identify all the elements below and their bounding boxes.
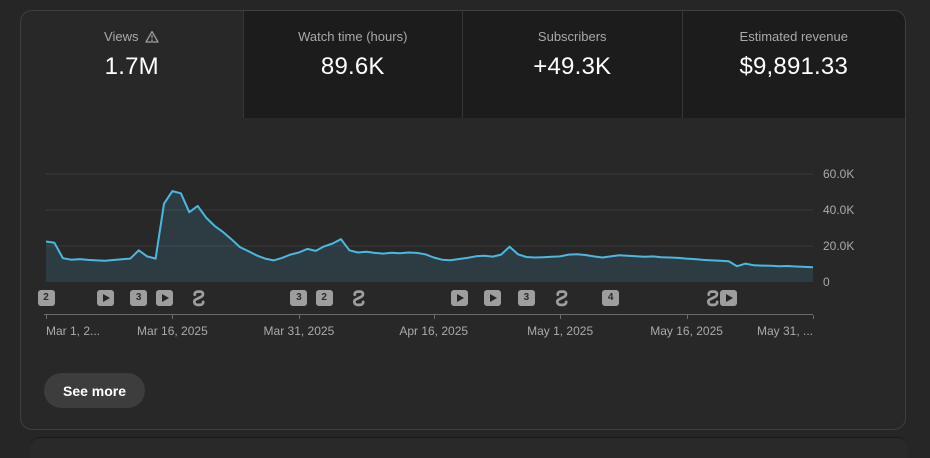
x-axis-tick [433,315,435,319]
video-marker-count[interactable]: 3 [517,290,535,306]
play-icon [456,294,464,302]
metric-tabs: Views 1.7M Watch time (hours) 89.6K Subs… [21,11,905,118]
play-icon [726,294,734,302]
video-marker-count[interactable]: 2 [315,290,333,306]
video-marker-count-label: 2 [321,292,327,303]
x-axis-tick [298,315,300,319]
tab-views[interactable]: Views 1.7M [21,11,243,118]
shorts-icon [353,289,365,306]
tab-views-value: 1.7M [104,53,159,80]
x-axis-label: May 1, 2025 [527,324,594,338]
play-icon [490,294,498,302]
tab-subscribers-label: Subscribers [537,28,607,44]
video-marker-count[interactable]: 2 [37,290,55,306]
analytics-overview-card: Views 1.7M Watch time (hours) 89.6K Subs… [20,10,906,430]
tab-watch-time-label: Watch time (hours) [298,28,408,44]
tab-estimated-revenue-value: $9,891.33 [739,53,849,80]
video-marker-count[interactable]: 3 [130,290,148,306]
video-marker-count-label: 2 [43,292,49,303]
y-axis-label: 20.0K [823,239,855,253]
see-more-button[interactable]: See more [44,373,146,408]
y-axis-label: 60.0K [823,167,855,182]
video-marker[interactable] [96,290,114,306]
x-axis-label: Mar 1, 2... [46,324,101,338]
x-axis-tick [813,315,814,319]
x-axis-tick [686,315,688,319]
warning-icon[interactable] [145,30,160,43]
video-marker[interactable] [484,290,502,306]
video-marker[interactable] [450,290,468,306]
y-axis-label: 0 [823,275,830,289]
shorts-icon [193,289,205,306]
x-axis-tick [560,315,562,319]
chart-plot-area[interactable] [46,169,813,282]
x-axis-label: May 16, 2025 [650,324,723,338]
shorts-marker[interactable] [349,289,366,306]
shorts-marker[interactable] [189,289,206,306]
tab-views-label: Views [104,28,139,44]
video-marker[interactable] [155,290,173,306]
video-marker-count[interactable]: 3 [290,290,308,306]
x-axis-label: May 31, ... [756,324,813,338]
views-line [46,190,813,269]
video-marker[interactable] [720,290,738,306]
play-icon [161,294,169,302]
tab-watch-time-value: 89.6K [320,53,385,80]
x-axis-label: Apr 16, 2025 [399,324,469,338]
video-marker-count-label: 3 [296,292,302,303]
video-marker-count[interactable]: 4 [602,290,620,306]
next-card-top-edge [30,437,908,458]
video-marker-count-label: 3 [135,292,142,303]
tab-watch-time[interactable]: Watch time (hours) 89.6K [242,11,462,118]
shorts-icon [707,289,719,306]
video-marker-count-label: 4 [607,292,614,303]
x-axis-tick [172,315,174,319]
shorts-icon [555,289,568,306]
x-axis-label: Mar 16, 2025 [137,324,208,338]
video-marker-count-label: 3 [523,292,530,303]
shorts-marker[interactable] [703,289,720,306]
shorts-marker[interactable] [552,289,569,306]
tab-estimated-revenue-label: Estimated revenue [739,28,848,44]
views-over-time-chart: 60.0K 40.0K 20.0K 0 Mar 1, 2... Mar 16, 2025… [21,118,905,429]
views-area-fill [46,191,813,282]
tab-estimated-revenue[interactable]: Estimated revenue $9,891.33 [681,11,905,118]
x-axis-tick [46,315,47,319]
tab-subscribers[interactable]: Subscribers +49.3K [462,11,682,118]
x-axis-label: Mar 31, 2025 [263,324,335,338]
tab-subscribers-value: +49.3K [533,53,612,80]
y-axis-label: 40.0K [823,203,855,218]
x-axis-line [44,314,813,315]
play-icon [102,294,110,302]
